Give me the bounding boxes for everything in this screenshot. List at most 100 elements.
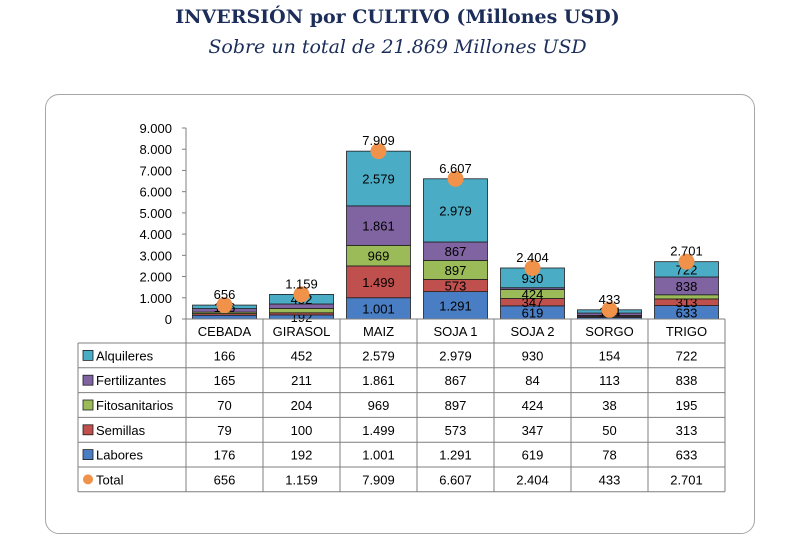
- chart-title: INVERSIÓN por CULTIVO (Millones USD): [175, 6, 620, 28]
- table-cell: 433: [599, 472, 621, 487]
- y-tick-label: 0: [165, 312, 172, 327]
- bar-labores-cebada: [192, 314, 257, 320]
- table-cell: 633: [676, 448, 698, 463]
- table-cell: 79: [217, 423, 231, 438]
- bar-labores-soja-1: [423, 291, 488, 320]
- table-cell: 78: [602, 448, 616, 463]
- table-cell: 722: [676, 348, 698, 363]
- bar-label: 2.979: [439, 203, 472, 218]
- y-tick-label: 8.000: [139, 142, 172, 157]
- table-cell: 619: [522, 448, 544, 463]
- bar-fitosanitarios-trigo: [654, 294, 719, 300]
- legend-label-fertilizantes: Fertilizantes: [96, 373, 167, 388]
- table-cell: 204: [291, 398, 313, 413]
- legend-key-semillas: [82, 424, 94, 436]
- total-marker-soja-1: [447, 170, 464, 187]
- table-cell: 2.579: [362, 348, 395, 363]
- legend-label-total: Total: [96, 472, 124, 487]
- x-tick-label: CEBADA: [198, 324, 252, 339]
- bar-label: 897: [445, 263, 467, 278]
- table-cell: 867: [445, 373, 467, 388]
- bar-label: 867: [445, 244, 467, 259]
- bar-fertilizantes-maiz: [346, 205, 411, 246]
- y-tick-label: 5.000: [139, 206, 172, 221]
- total-label: 6.607: [439, 161, 472, 176]
- table-cell: 7.909: [362, 472, 395, 487]
- bar-label: 619: [522, 305, 544, 320]
- x-tick-label: SORGO: [585, 324, 633, 339]
- table-cell: 452: [291, 348, 313, 363]
- bar-label: 424: [522, 287, 544, 302]
- bar-label: 838: [676, 279, 698, 294]
- legend-label-fitosanitarios: Fitosanitarios: [96, 398, 174, 413]
- bar-fitosanitarios-girasol: [269, 308, 334, 314]
- y-tick-label: 3.000: [139, 248, 172, 263]
- bar-label: 347: [522, 295, 544, 310]
- total-label: 656: [214, 287, 236, 302]
- chart-frame: [45, 94, 755, 534]
- chart-subtitle: Sobre un total de 21.869 Millones USD: [208, 36, 587, 58]
- legend-key-total: [83, 474, 93, 485]
- legend-label-semillas: Semillas: [96, 423, 146, 438]
- total-label: 1.159: [285, 276, 318, 291]
- legend-key-fitosanitarios: [82, 399, 94, 411]
- table-cell: 1.001: [362, 448, 395, 463]
- table-cell: 2.979: [439, 348, 472, 363]
- total-marker-sorgo: [601, 301, 618, 318]
- legend-label-alquileres: Alquileres: [96, 348, 154, 363]
- table-cell: 1.499: [362, 423, 395, 438]
- table-cell: 897: [445, 398, 467, 413]
- total-label: 2.404: [516, 250, 549, 265]
- table-cell: 165: [214, 373, 236, 388]
- table-cell: 211: [291, 373, 312, 388]
- table-cell: 969: [368, 398, 390, 413]
- y-tick-label: 1.000: [139, 291, 172, 306]
- bar-label: 930: [522, 271, 544, 286]
- x-tick-label: SOJA 2: [510, 324, 554, 339]
- total-marker-soja-2: [524, 259, 541, 276]
- table-cell: 176: [214, 448, 236, 463]
- table-cell: 50: [602, 423, 616, 438]
- bar-label: 1.499: [362, 275, 395, 290]
- table-cell: 192: [291, 448, 313, 463]
- table-cell: 347: [522, 423, 544, 438]
- total-label: 2.701: [670, 244, 703, 259]
- x-tick-label: GIRASOL: [273, 324, 331, 339]
- table-cell: 838: [676, 373, 698, 388]
- bar-label: 969: [368, 249, 390, 264]
- total-label: 433: [599, 292, 621, 307]
- total-marker-trigo: [678, 253, 695, 270]
- table-cell: 573: [445, 423, 467, 438]
- table-cell: 424: [522, 398, 544, 413]
- bar-semillas-maiz: [346, 265, 411, 299]
- table-cell: 1.861: [362, 373, 395, 388]
- table-cell: 1.159: [285, 472, 318, 487]
- table-cell: 166: [214, 348, 236, 363]
- legend-label-labores: Labores: [96, 448, 143, 463]
- y-tick-label: 9.000: [139, 121, 172, 136]
- x-tick-label: SOJA 1: [433, 324, 477, 339]
- bar-label: 633: [676, 305, 698, 320]
- y-tick-label: 4.000: [139, 227, 172, 242]
- table-cell: 930: [522, 348, 544, 363]
- bar-label: 1.001: [362, 301, 395, 316]
- table-cell: 154: [599, 348, 621, 363]
- total-label: 7.909: [362, 133, 395, 148]
- bar-label: 2.579: [362, 172, 395, 187]
- total-marker-girasol: [293, 286, 310, 303]
- bar-label: 1.291: [439, 298, 472, 313]
- table-cell: 656: [214, 472, 236, 487]
- x-tick-label: TRIGO: [666, 324, 707, 339]
- table-cell: 100: [291, 423, 313, 438]
- legend-key-labores: [82, 449, 94, 461]
- table-cell: 2.404: [516, 472, 549, 487]
- table-cell: 113: [599, 373, 620, 388]
- bar-alquileres-soja-1: [423, 178, 488, 243]
- table-cell: 313: [676, 423, 698, 438]
- bar-label: 1.861: [362, 219, 395, 234]
- legend-key-fertilizantes: [82, 374, 94, 386]
- table-cell: 70: [217, 398, 231, 413]
- table-cell: 84: [525, 373, 539, 388]
- table-cell: 38: [602, 398, 616, 413]
